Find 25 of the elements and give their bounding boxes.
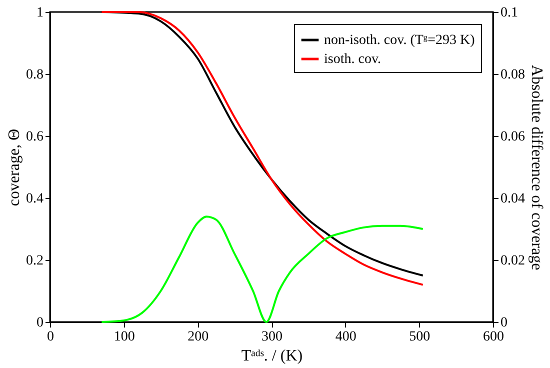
x-tick-label: 0 [47,330,54,344]
x-tick-label: 300 [262,330,282,344]
y-tick-label: 0 [36,316,44,330]
y-tick-label: 1 [36,6,44,20]
y2-tick-label: 0 [500,316,508,330]
y2-tick-label: 0.1 [500,6,518,20]
x-axis-title: Tᵃᵈˢ. / (K) [241,348,303,364]
x-tick-label: 400 [335,330,356,344]
y2-tick-label: 0.02 [500,254,525,268]
y2-tick-label: 0.08 [500,68,525,82]
legend-label: isoth. cov. [324,52,382,67]
y-tick-label: 0.2 [26,254,44,268]
y-tick-label: 0.8 [26,68,44,82]
x-tick-label: 600 [483,330,504,344]
y-axis-title: coverage, Θ [6,128,23,206]
x-tick-label: 200 [188,330,209,344]
line-series [100,216,424,323]
x-tick-label: 100 [114,330,135,344]
legend-label: non-isoth. cov. (Tᵍ=293 K) [324,33,476,48]
y-tick-label: 0.4 [26,192,44,206]
y2-axis-title: Absolute difference of coverage [528,64,545,270]
x-tick-label: 500 [409,330,430,344]
y2-tick-label: 0.04 [500,192,525,206]
y2-tick-label: 0.06 [500,130,525,144]
y-tick-label: 0.6 [26,130,44,144]
